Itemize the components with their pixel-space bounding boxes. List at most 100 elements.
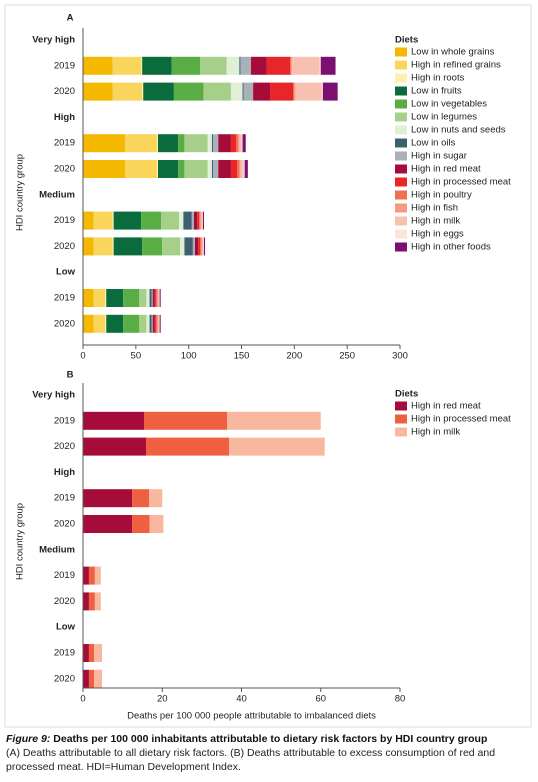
bar-segment bbox=[83, 211, 94, 230]
bar-segment bbox=[94, 566, 101, 585]
bar-segment bbox=[178, 160, 185, 178]
bar-segment bbox=[125, 160, 157, 178]
legend-label: High in fish bbox=[411, 203, 458, 214]
caption-text: (A) Deaths attributable to all dietary r… bbox=[6, 747, 496, 773]
bar-segment bbox=[270, 82, 294, 101]
x-tick-label: 300 bbox=[392, 351, 408, 362]
bar-segment bbox=[154, 314, 156, 333]
bar-segment bbox=[184, 134, 208, 153]
x-tick-label: 60 bbox=[315, 694, 326, 705]
bar-segment bbox=[159, 314, 161, 333]
bar-segment bbox=[158, 134, 179, 153]
legend-label: High in red meat bbox=[411, 401, 481, 412]
x-tick-label: 150 bbox=[234, 351, 250, 362]
bar-segment bbox=[192, 237, 196, 256]
bar-segment bbox=[251, 56, 267, 75]
bar-segment bbox=[144, 411, 228, 430]
bar-segment bbox=[207, 160, 212, 178]
bar-segment bbox=[195, 237, 199, 256]
legend-title: Diets bbox=[395, 389, 418, 400]
legend-label: Low in fruits bbox=[411, 86, 462, 97]
y-axis-label: HDI country group bbox=[15, 154, 26, 231]
bar-segment bbox=[241, 134, 243, 153]
legend-label: High in eggs bbox=[411, 229, 464, 240]
bar-segment bbox=[193, 211, 198, 230]
legend-label: High in milk bbox=[411, 216, 460, 227]
bar-segment bbox=[226, 56, 240, 75]
bar-segment bbox=[83, 592, 89, 611]
bar-segment bbox=[106, 314, 124, 333]
bar-segment bbox=[236, 134, 239, 153]
legend-swatch bbox=[395, 125, 407, 135]
legend-swatch bbox=[395, 177, 407, 187]
bar-segment bbox=[202, 211, 203, 230]
x-tick-label: 0 bbox=[80, 694, 85, 705]
bar-segment bbox=[112, 237, 114, 256]
bar-segment bbox=[143, 82, 174, 101]
bar-segment bbox=[125, 134, 157, 153]
bar-segment bbox=[178, 134, 185, 153]
bar-segment bbox=[83, 82, 113, 101]
panel-title: A bbox=[67, 13, 74, 24]
legend-swatch bbox=[395, 112, 407, 122]
bar-segment bbox=[112, 82, 143, 101]
bar-segment bbox=[151, 314, 153, 333]
bar-segment bbox=[180, 237, 185, 256]
bar-segment bbox=[139, 289, 147, 307]
legend-label: Low in whole grains bbox=[411, 47, 495, 58]
bar-segment bbox=[319, 56, 321, 75]
bar-segment bbox=[83, 411, 145, 430]
bar-segment bbox=[83, 134, 126, 153]
bar-segment bbox=[155, 314, 157, 333]
bar-segment bbox=[197, 211, 200, 230]
group-label: High bbox=[54, 467, 75, 478]
bar-segment bbox=[292, 56, 320, 75]
bar-segment bbox=[202, 211, 204, 230]
bar-segment bbox=[105, 314, 107, 333]
bar-segment bbox=[320, 56, 336, 75]
legend-swatch bbox=[395, 414, 407, 424]
bar-segment bbox=[113, 211, 142, 230]
caption: Figure 9: Deaths per 100 000 inhabitants… bbox=[6, 732, 532, 774]
bar-segment bbox=[238, 134, 240, 153]
bar-segment bbox=[156, 134, 159, 153]
bar-segment bbox=[94, 592, 101, 611]
category-label: 2019 bbox=[54, 415, 75, 426]
legend-swatch bbox=[395, 401, 407, 411]
bar-segment bbox=[200, 237, 202, 256]
bar-segment bbox=[242, 82, 244, 101]
frame bbox=[4, 4, 532, 728]
bar-segment bbox=[200, 211, 202, 230]
category-label: 2020 bbox=[54, 86, 75, 97]
bar-segment bbox=[237, 160, 240, 178]
bar-segment bbox=[211, 160, 213, 178]
bar-segment bbox=[240, 56, 252, 75]
bar-segment bbox=[94, 669, 103, 688]
category-label: 2020 bbox=[54, 596, 75, 607]
bar-segment bbox=[106, 289, 124, 307]
bar-segment bbox=[156, 160, 159, 178]
category-label: 2020 bbox=[54, 441, 75, 452]
legend-label: High in red meat bbox=[411, 164, 481, 175]
caption-label: Figure 9: bbox=[6, 733, 51, 745]
x-tick-label: 20 bbox=[157, 694, 168, 705]
bar-segment bbox=[230, 82, 243, 101]
bar-segment bbox=[184, 160, 208, 178]
bar-segment bbox=[199, 211, 201, 230]
bar-segment bbox=[173, 82, 204, 101]
bar-segment bbox=[218, 160, 231, 178]
y-axis-label: HDI country group bbox=[15, 503, 26, 580]
legend-label: High in milk bbox=[411, 427, 460, 438]
legend-label: Low in legumes bbox=[411, 112, 477, 123]
legend-label: High in poultry bbox=[411, 190, 472, 201]
bar-segment bbox=[123, 289, 140, 307]
bar-segment bbox=[93, 211, 113, 230]
bar-segment bbox=[201, 211, 203, 230]
bar-segment bbox=[94, 644, 103, 662]
bar-segment bbox=[200, 56, 227, 75]
legend-swatch bbox=[395, 203, 407, 213]
bar-segment bbox=[218, 134, 231, 153]
group-label: Medium bbox=[39, 544, 75, 555]
legend-swatch bbox=[395, 229, 407, 239]
